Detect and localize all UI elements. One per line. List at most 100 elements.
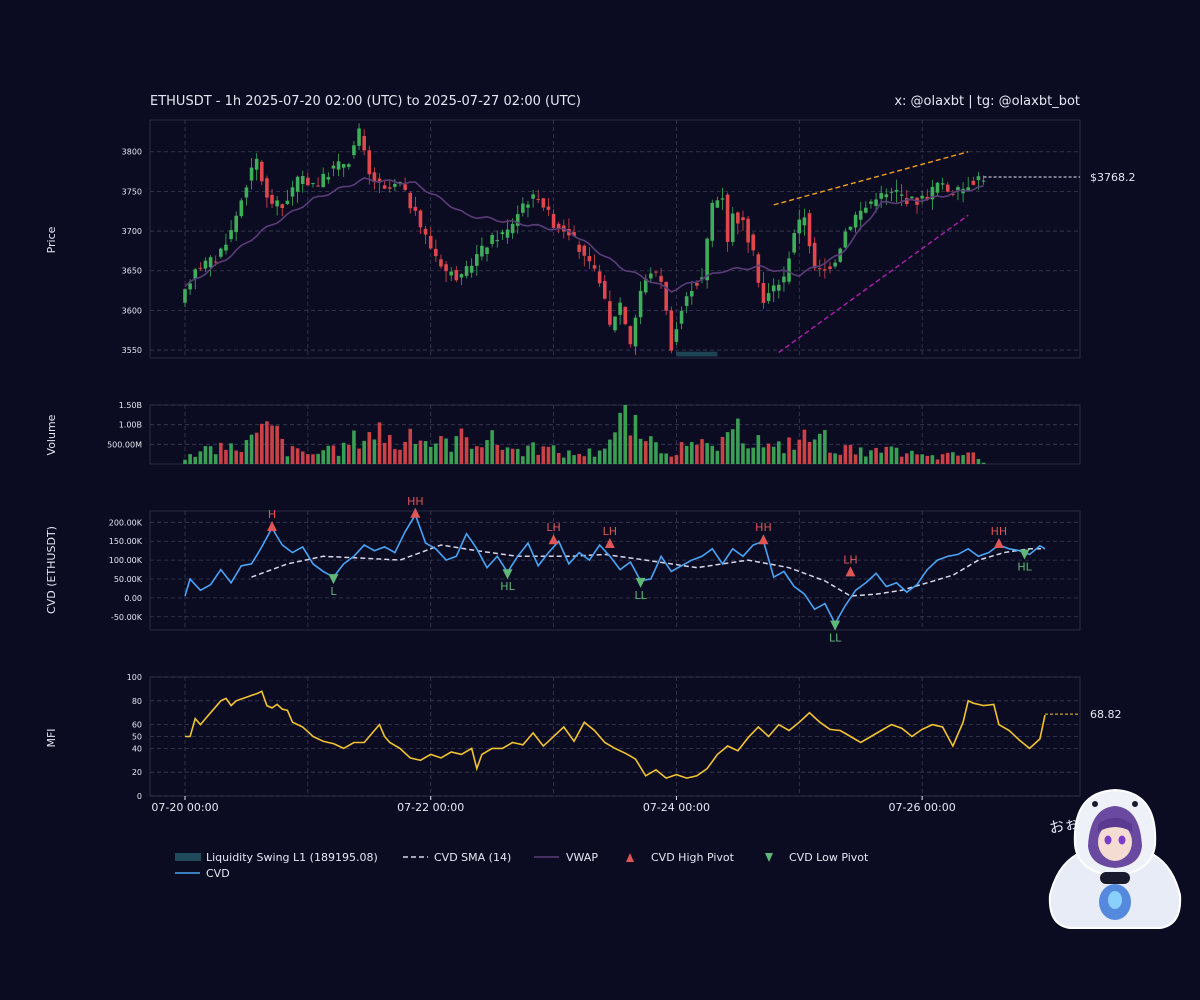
candle-body [208,257,213,268]
cvd-ytick-label: 150.00K [109,537,143,546]
candle-body [613,316,617,331]
candle-body [316,185,320,187]
volume-bar [674,455,679,464]
cvd-high-pivot-marker [548,534,559,545]
volume-bar [316,453,320,464]
volume-bar [679,442,684,464]
volume-bar [393,449,397,464]
volume-bar [541,446,546,464]
volume-bar [198,451,203,464]
candle-body [899,194,904,196]
volume-bar [633,414,638,464]
cvd-line [184,512,1046,626]
volume-bar [618,412,622,464]
volume-bar [782,453,786,464]
candle-body [925,196,930,200]
candle-body [387,187,392,189]
volume-bar [961,455,965,464]
price-ylabel: Price [45,226,58,253]
volume-bar [766,443,771,464]
volume-bar [638,438,643,464]
cvd-high-pivot-marker [410,507,421,518]
price-ytick-label: 3750 [122,187,142,196]
volume-bar [254,432,259,464]
volume-bar [710,445,715,464]
volume-bar [777,441,781,464]
volume-bar [444,438,448,464]
volume-bar [546,446,551,464]
candle-body [526,204,530,208]
candle-body [858,210,863,220]
price-ytick-label: 3550 [122,346,142,355]
volume-bar [700,439,704,464]
volume-bar [485,440,489,464]
candle-body [971,180,976,185]
candle-body [587,256,592,262]
candle-body [372,172,377,183]
mfi-ytick-label: 20 [132,768,142,777]
candle-body [951,193,955,195]
candle-body [577,244,581,252]
candle-body [659,275,663,282]
candle-body [474,254,479,266]
candle-body [490,235,494,244]
candle-body [695,282,699,286]
price-ytick-label: 3800 [122,148,142,157]
mfi-ytick-label: 50 [132,733,142,742]
volume-bar [577,453,581,464]
volume-bar [229,443,233,464]
candle-body [848,226,853,230]
volume-bar [930,455,935,464]
candle-body [556,223,561,229]
candle-body [382,185,387,189]
volume-bar [915,454,919,464]
x-tick-label: 07-20 00:00 [151,801,218,814]
candle-body [869,201,873,204]
candle-body [797,219,802,234]
candle-body [679,310,684,324]
candle-body [904,198,909,205]
legend-label-vwap: VWAP [566,851,598,864]
cvd-sma-line [251,544,1045,597]
volume-bar [347,444,351,464]
volume-bar [331,445,336,464]
volume-bar [608,439,612,464]
hooded-anime-girl-icon [1048,788,1182,929]
candle-body [418,210,423,228]
cvd-pivot-label: HH [407,495,424,508]
candle-body [592,265,597,269]
candle-body [347,164,351,167]
cvd-high-pivot-marker [267,521,278,531]
candle-body [802,217,807,226]
mfi-ylabel: MFI [45,728,58,747]
volume-ylabel: Volume [45,414,58,455]
x-axis-ticks: 07-20 00:00 07-22 00:00 07-24 00:00 07-26 0… [151,796,956,814]
volume-bar [741,443,745,464]
volume-bar [408,428,413,464]
cvd-pivot-label: HH [991,525,1008,538]
volume-bar [295,448,300,464]
volume-bar [521,456,525,464]
candle-body [884,194,889,198]
volume-bar [259,423,264,464]
volume-bar [459,428,464,464]
cvd-low-pivot-marker [1019,549,1030,560]
volume-bar [597,450,602,464]
trendline-upper [773,151,969,206]
volume-bar [290,446,295,464]
candle-body [311,183,315,185]
candle-body [434,248,438,257]
cvd-low-pivot-marker [328,574,339,585]
cvd-ytick-label: 50.00K [114,575,143,584]
candle-body [341,164,346,168]
legend-swatch-liquidity [175,853,201,861]
volume-bar [828,452,832,464]
candle-body [219,248,223,257]
candle-body [782,276,786,283]
candle-body [597,271,602,284]
candle-body [689,291,694,297]
mfi-grid: 0 20 40 50 60 80 100 [127,673,1080,801]
candle-body [515,214,520,226]
candle-body [198,267,203,269]
volume-bar [889,446,894,464]
